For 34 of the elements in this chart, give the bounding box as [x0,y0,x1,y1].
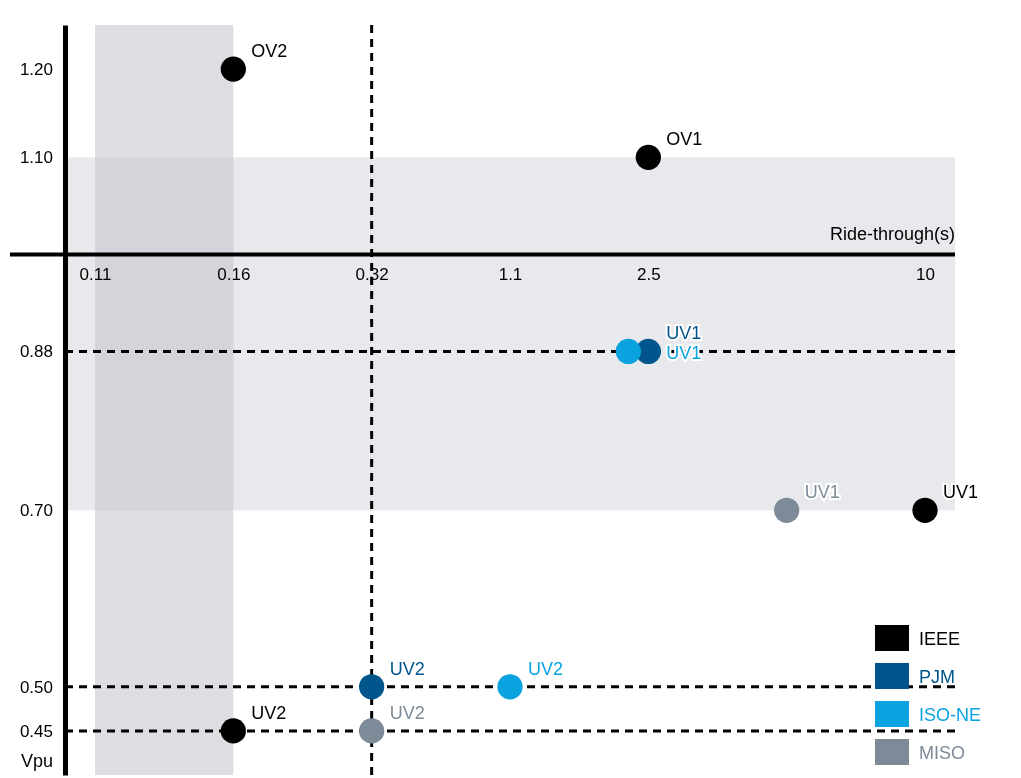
x-tick-label: 0.11 [79,265,112,285]
data-label: UV1 [804,482,840,503]
data-label: OV2 [251,41,288,62]
point [774,497,800,523]
y-tick-label: 0.45 [19,721,53,741]
point [359,674,385,700]
y-tick-label: 0.88 [19,342,53,362]
data-label: UV2 [251,702,287,723]
legend-label: ISO-NE [919,705,982,725]
y-tick-label: 1.10 [19,148,53,168]
x-tick-label: 1.1 [498,265,523,285]
point [220,56,246,82]
y-tick-label: 1.20 [19,60,53,80]
data-label: UV2 [528,658,564,679]
y-tick-label: 0.70 [19,501,53,521]
data-label: UV2 [389,702,425,723]
legend-label: PJM [919,667,955,687]
point [359,718,385,744]
point [912,497,938,523]
y-axis-title: Vpu [20,751,53,771]
x-tick-label: 10 [916,265,935,285]
point [635,144,661,170]
data-label: UV1 [666,323,702,344]
y-tick-label: 0.50 [19,677,53,697]
point [497,674,523,700]
x-tick-label: 0.16 [217,265,251,285]
x-tick-label: 2.5 [637,265,661,285]
point [220,718,246,744]
x-axis-title: Ride-through(s) [829,224,955,245]
legend-label: IEEE [919,629,961,649]
data-label: OV1 [666,129,703,150]
data-label: UV1 [943,482,979,503]
data-label: UV2 [389,658,425,679]
legend-label: MISO [919,743,966,763]
